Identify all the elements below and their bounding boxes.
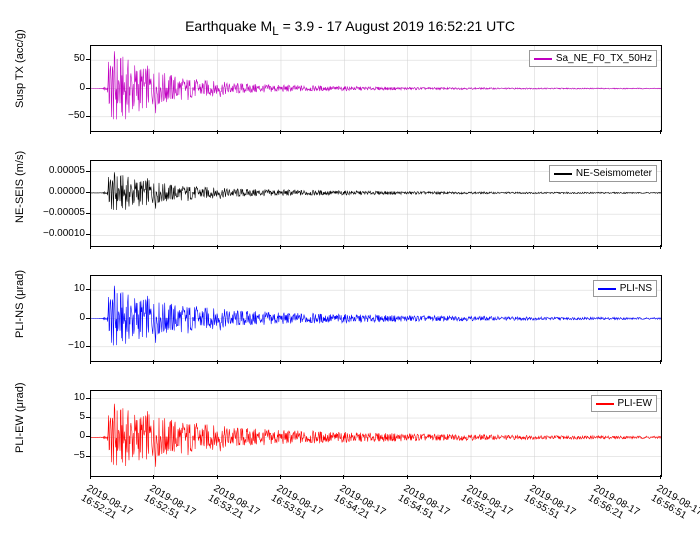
- xtick-mark: [343, 130, 344, 134]
- ytick-label: −10: [25, 341, 85, 351]
- xtick-label: 2019-08-1716:54:51: [396, 483, 451, 528]
- xtick-mark: [343, 245, 344, 249]
- ytick-mark: [86, 318, 90, 319]
- xtick-mark: [280, 245, 281, 249]
- ytick-label: 5: [25, 412, 85, 422]
- legend-swatch: [598, 288, 616, 290]
- xtick-mark: [217, 360, 218, 364]
- xtick-mark: [280, 475, 281, 479]
- xtick-mark: [90, 475, 91, 479]
- xtick-mark: [597, 360, 598, 364]
- ytick-label: −0.00005: [25, 208, 85, 218]
- figure: Earthquake ML = 3.9 - 17 August 2019 16:…: [0, 0, 700, 560]
- ytick-mark: [86, 436, 90, 437]
- xtick-label: 2019-08-1716:52:51: [142, 483, 197, 528]
- panel-3: PLI-EW: [90, 390, 662, 477]
- legend-label: PLI-EW: [618, 398, 652, 409]
- xtick-label: 2019-08-1716:53:51: [269, 483, 324, 528]
- xtick-mark: [533, 360, 534, 364]
- xtick-label: 2019-08-1716:55:21: [459, 483, 514, 528]
- ytick-label: −5: [25, 451, 85, 461]
- ytick-mark: [86, 171, 90, 172]
- ytick-mark: [86, 234, 90, 235]
- xtick-mark: [660, 360, 661, 364]
- panel-0: Sa_NE_F0_TX_50Hz: [90, 45, 662, 132]
- xtick-mark: [597, 130, 598, 134]
- title-part-1: Earthquake M: [185, 18, 272, 34]
- ytick-mark: [86, 456, 90, 457]
- xtick-label: 2019-08-1716:55:51: [522, 483, 577, 528]
- xtick-mark: [90, 360, 91, 364]
- ytick-label: 0.00005: [25, 166, 85, 176]
- xtick-mark: [533, 130, 534, 134]
- xtick-mark: [407, 360, 408, 364]
- legend-0: Sa_NE_F0_TX_50Hz: [529, 50, 657, 67]
- xtick-mark: [660, 475, 661, 479]
- xtick-mark: [153, 475, 154, 479]
- xtick-mark: [280, 130, 281, 134]
- ytick-mark: [86, 346, 90, 347]
- legend-swatch: [534, 58, 552, 60]
- ytick-mark: [86, 88, 90, 89]
- ytick-label: 0.00000: [25, 187, 85, 197]
- panel-2: PLI-NS: [90, 275, 662, 362]
- ytick-label: −0.00010: [25, 229, 85, 239]
- xtick-mark: [533, 245, 534, 249]
- legend-swatch: [596, 403, 614, 405]
- xtick-mark: [217, 130, 218, 134]
- xtick-mark: [217, 475, 218, 479]
- xtick-mark: [470, 130, 471, 134]
- ytick-label: 0: [25, 313, 85, 323]
- xtick-label: 2019-08-1716:52:21: [79, 483, 134, 528]
- figure-title: Earthquake ML = 3.9 - 17 August 2019 16:…: [0, 18, 700, 38]
- xtick-mark: [343, 475, 344, 479]
- ytick-label: 10: [25, 284, 85, 294]
- xtick-mark: [90, 130, 91, 134]
- legend-2: PLI-NS: [593, 280, 657, 297]
- xtick-mark: [407, 475, 408, 479]
- xtick-mark: [597, 245, 598, 249]
- xtick-mark: [407, 130, 408, 134]
- xtick-mark: [660, 130, 661, 134]
- xtick-mark: [153, 360, 154, 364]
- xtick-mark: [470, 360, 471, 364]
- ytick-mark: [86, 116, 90, 117]
- legend-3: PLI-EW: [591, 395, 657, 412]
- ytick-label: 0: [25, 431, 85, 441]
- ytick-label: 10: [25, 393, 85, 403]
- xtick-mark: [407, 245, 408, 249]
- ytick-mark: [86, 398, 90, 399]
- ytick-label: −50: [25, 111, 85, 121]
- legend-label: NE-Seismometer: [576, 168, 652, 179]
- ytick-mark: [86, 213, 90, 214]
- legend-label: PLI-NS: [620, 283, 652, 294]
- ytick-mark: [86, 289, 90, 290]
- xtick-label: 2019-08-1716:56:51: [649, 483, 700, 528]
- xtick-label: 2019-08-1716:56:21: [586, 483, 641, 528]
- xtick-mark: [470, 245, 471, 249]
- xtick-mark: [280, 360, 281, 364]
- ytick-mark: [86, 417, 90, 418]
- ytick-mark: [86, 192, 90, 193]
- xtick-mark: [470, 475, 471, 479]
- xtick-mark: [597, 475, 598, 479]
- panel-1: NE-Seismometer: [90, 160, 662, 247]
- xtick-label: 2019-08-1716:53:21: [206, 483, 261, 528]
- xtick-mark: [343, 360, 344, 364]
- xtick-label: 2019-08-1716:54:21: [332, 483, 387, 528]
- title-part-2: = 3.9 - 17 August 2019 16:52:21 UTC: [279, 18, 515, 34]
- xtick-mark: [90, 245, 91, 249]
- ytick-mark: [86, 59, 90, 60]
- xtick-mark: [217, 245, 218, 249]
- xtick-mark: [153, 245, 154, 249]
- legend-label: Sa_NE_F0_TX_50Hz: [556, 53, 652, 64]
- xtick-mark: [153, 130, 154, 134]
- ytick-label: 0: [25, 83, 85, 93]
- legend-swatch: [554, 173, 572, 175]
- ytick-label: 50: [25, 54, 85, 64]
- legend-1: NE-Seismometer: [549, 165, 657, 182]
- xtick-mark: [533, 475, 534, 479]
- xtick-mark: [660, 245, 661, 249]
